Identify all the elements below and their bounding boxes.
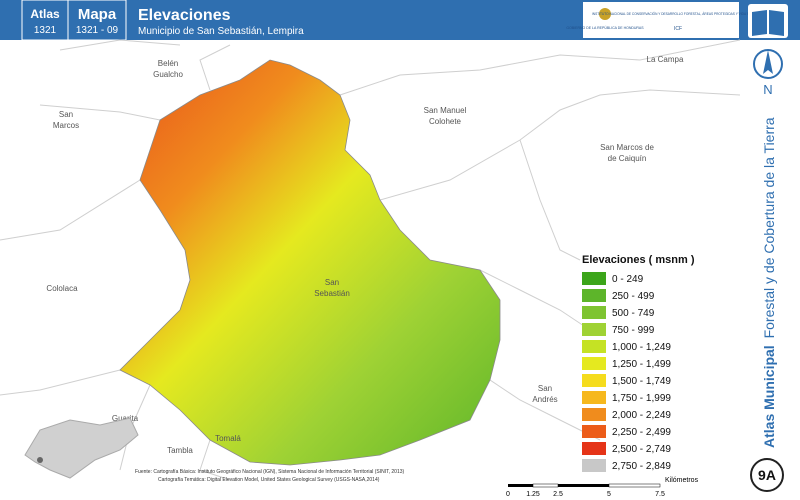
legend-swatch (582, 374, 606, 387)
gov-logo-text: GOBIERNO DE LA REPÚBLICA DE HONDURAS (566, 26, 644, 30)
legend-label: 1,500 - 1,749 (612, 376, 671, 387)
north-label: N (763, 82, 772, 97)
place-label: Tomalá (215, 434, 241, 443)
legend-swatch (582, 442, 606, 455)
municipality-elevation (119, 59, 501, 466)
legend-swatch (582, 340, 606, 353)
north-arrow: N (753, 49, 783, 97)
institute-text: INSTITUTO NACIONAL DE CONSERVACIÓN Y DES… (592, 11, 764, 16)
legend-swatch (582, 391, 606, 404)
map-title: Elevaciones (138, 7, 231, 24)
legend-label: 0 - 249 (612, 274, 644, 285)
legend-label: 1,250 - 1,499 (612, 359, 671, 370)
legend-label: 750 - 999 (612, 325, 655, 336)
legend: Elevaciones ( msnm ) 0 - 249 250 - 499 500… (582, 254, 695, 472)
source-line: Cartografía Temática: Digital Elevation … (158, 477, 380, 483)
legend-label: 2,250 - 2,499 (612, 427, 671, 438)
legend-swatch (582, 289, 606, 302)
legend-label: 2,000 - 2,249 (612, 410, 671, 421)
legend-swatch (582, 408, 606, 421)
map-code: 1321 - 09 (76, 25, 119, 36)
place-label: Gualcho (153, 70, 183, 79)
place-label: San (325, 278, 339, 287)
book-icon (748, 4, 788, 38)
map-subtitle: Municipio de San Sebastián, Lempira (138, 26, 304, 37)
atlas-label: Atlas (30, 7, 60, 21)
place-label: Cololaca (46, 284, 78, 293)
institute-acronym: ICF (674, 26, 682, 32)
legend-swatch (582, 357, 606, 370)
legend-swatch (582, 323, 606, 336)
legend-swatch (582, 459, 606, 472)
place-label: Marcos (53, 121, 79, 130)
legend-label: 250 - 499 (612, 291, 655, 302)
place-label: Tambla (167, 446, 193, 455)
place-label: Sebastián (314, 289, 350, 298)
place-label: Colohete (429, 117, 462, 126)
scale-unit: Kilómetros (665, 477, 699, 484)
legend-label: 1,000 - 1,249 (612, 342, 671, 353)
legend-label: 2,750 - 2,849 (612, 461, 671, 472)
place-label: San (538, 384, 552, 393)
badge: 9A (758, 467, 776, 483)
place-label: San (59, 110, 73, 119)
place-label: Andrés (532, 395, 557, 404)
legend-title: Elevaciones ( msnm ) (582, 254, 695, 266)
legend-label: 500 - 749 (612, 308, 655, 319)
scale-label: 5 (607, 491, 611, 498)
sidebar-text: Atlas Municipal Forestal y de Cobertura … (761, 117, 777, 448)
legend-swatch (582, 306, 606, 319)
municipal-boundaries (0, 39, 741, 481)
legend-swatch (582, 425, 606, 438)
place-label: de Caiquín (608, 154, 647, 163)
scale-bar: 0 1.25 2.5 5 7.5 Kilómetros (506, 477, 699, 498)
inset-map (24, 417, 139, 479)
scale-label: 0 (506, 491, 510, 498)
sidebar-rest: Forestal y de Cobertura de la Tierra (761, 117, 777, 338)
legend-label: 1,750 - 1,999 (612, 393, 671, 404)
place-label: Belén (158, 59, 178, 68)
scale-label: 2.5 (553, 491, 563, 498)
legend-label: 2,500 - 2,749 (612, 444, 671, 455)
logo-box (583, 2, 739, 38)
legend-swatch (582, 272, 606, 285)
place-label: Guarita (112, 414, 139, 423)
coat-of-arms (599, 8, 611, 20)
scale-label: 1.25 (526, 491, 540, 498)
sidebar-bold: Atlas Municipal (761, 345, 777, 448)
source-line: Fuente: Cartografía Básica: Instituto Ge… (135, 469, 405, 475)
place-label: San Marcos de (600, 143, 654, 152)
badge-circle (750, 458, 784, 492)
place-labels: Belén Gualcho San Marcos La Campa San Manuel C… (46, 55, 684, 455)
scale-label: 7.5 (655, 491, 665, 498)
atlas-code: 1321 (34, 25, 57, 36)
map-label: Mapa (78, 6, 117, 23)
place-label: La Campa (647, 55, 684, 64)
map-box (67, 0, 127, 41)
place-label: San Manuel (424, 106, 467, 115)
